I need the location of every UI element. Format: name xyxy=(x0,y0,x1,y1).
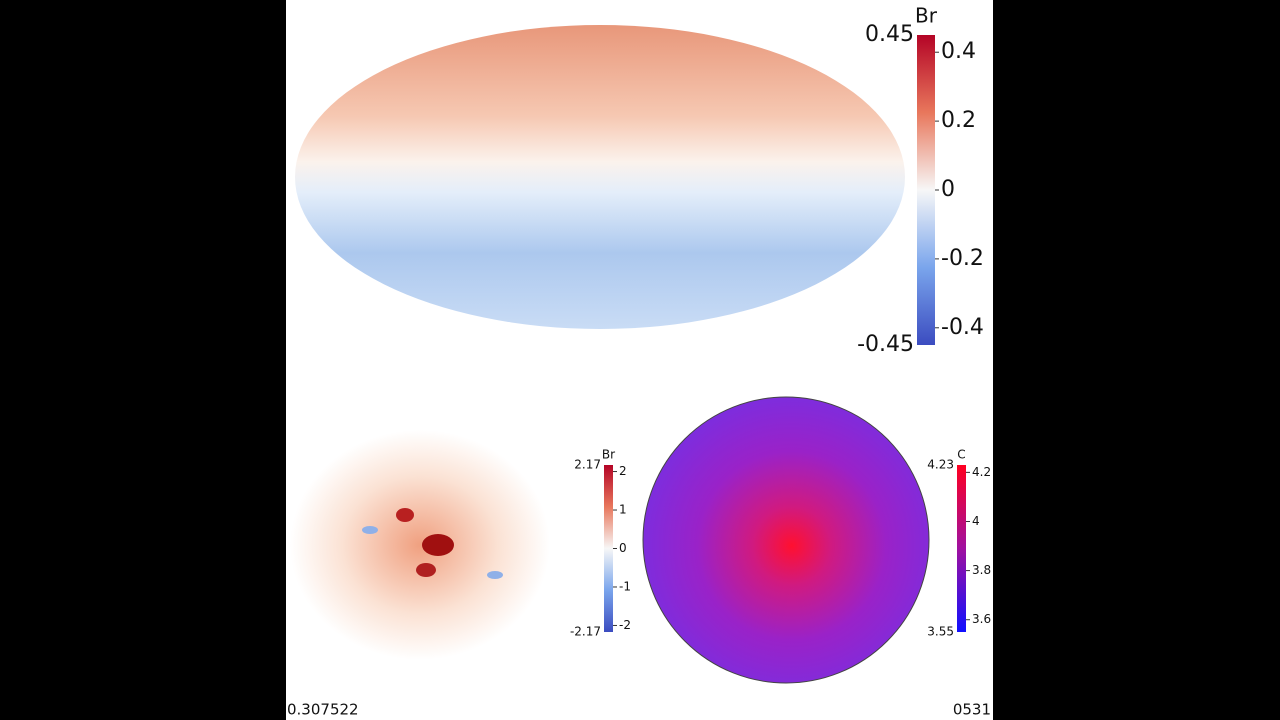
colorbar-title: C xyxy=(957,448,965,462)
polar-spot xyxy=(422,534,454,556)
colorbar-max: 2.17 xyxy=(574,458,601,472)
colorbar-tick-label: 2 xyxy=(619,464,627,478)
time-label: 0.307522 xyxy=(287,701,359,719)
polar-spot xyxy=(487,571,503,579)
colorbar-tick-label: 0 xyxy=(619,541,627,555)
colorbar-tick-label: 3.6 xyxy=(972,612,991,626)
polar-map-c xyxy=(642,396,930,684)
colorbar-max: 4.23 xyxy=(927,458,954,472)
colorbar-tick-label: 0 xyxy=(941,177,955,202)
colorbar-min: -2.17 xyxy=(570,625,601,639)
polar-spot xyxy=(416,563,436,577)
polar-map-br xyxy=(290,430,550,660)
colorbar-title: Br xyxy=(915,4,938,28)
colorbar-tick-label: 4 xyxy=(972,514,980,528)
colorbar xyxy=(917,35,935,345)
colorbar-tick-label: 4.2 xyxy=(972,465,991,479)
colorbar-tick-label: 0.2 xyxy=(941,108,976,133)
polar-spot xyxy=(362,526,378,534)
frame-label: 0531 xyxy=(953,701,991,719)
polar-spot xyxy=(396,508,414,522)
colorbar-tick-label: 3.8 xyxy=(972,563,991,577)
colorbar-min: -0.45 xyxy=(857,332,914,357)
colorbar-title: Br xyxy=(602,448,615,462)
colorbar-tick-label: -1 xyxy=(619,579,631,593)
colorbar-tick-label: -0.2 xyxy=(941,246,984,271)
colorbar-tick-label: -2 xyxy=(619,618,631,632)
colorbar-max: 0.45 xyxy=(865,22,914,47)
colorbar xyxy=(604,465,613,632)
colorbar-min: 3.55 xyxy=(927,625,954,639)
mollweide-map xyxy=(295,25,905,329)
colorbar-tick-label: 0.4 xyxy=(941,39,976,64)
colorbar-tick-label: 1 xyxy=(619,503,627,517)
colorbar xyxy=(957,465,966,632)
colorbar-tick-label: -0.4 xyxy=(941,315,984,340)
